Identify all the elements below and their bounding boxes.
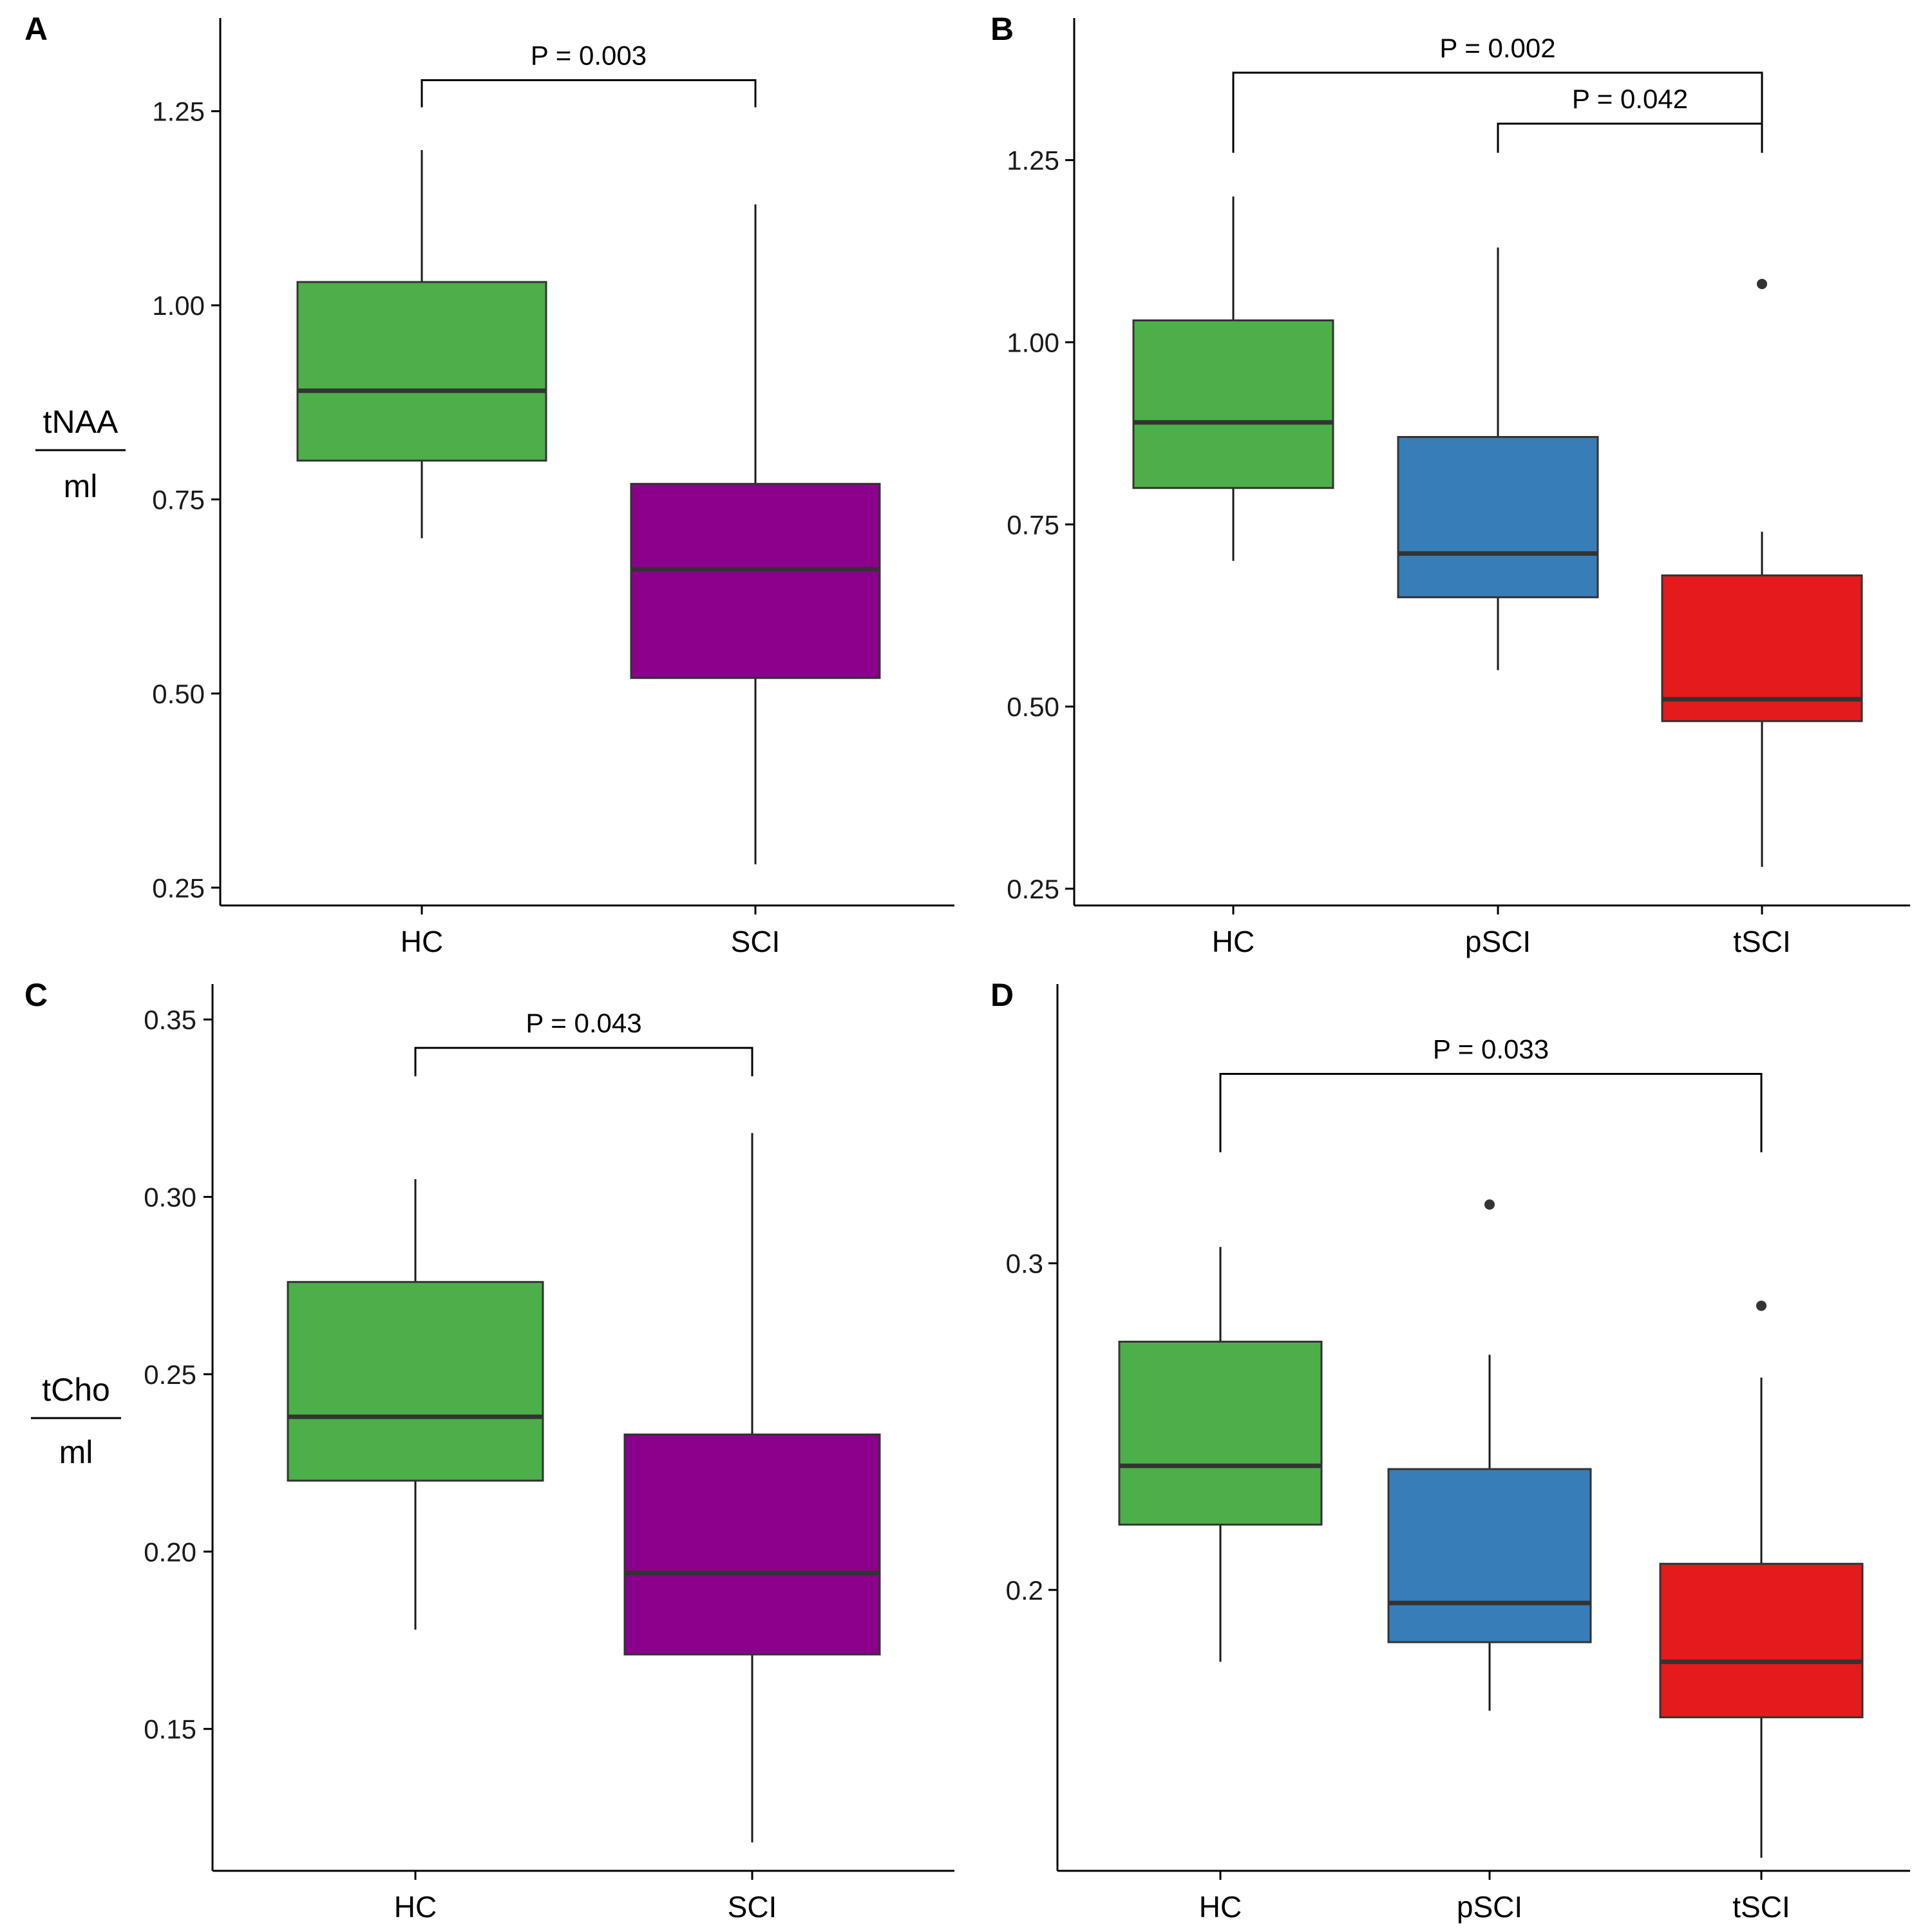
box-hc	[1132, 196, 1334, 561]
y-tick-label: 0.2	[1006, 1575, 1043, 1605]
box-hc	[1118, 1247, 1323, 1662]
p-value-label: P = 0.042	[1572, 84, 1688, 114]
y-tick-label: 0.3	[1006, 1249, 1043, 1279]
p-value-label: P = 0.002	[1439, 33, 1555, 63]
box-sci	[630, 204, 881, 865]
box-hc	[296, 149, 547, 538]
significance-bracket	[414, 1046, 753, 1077]
p-value-label: P = 0.043	[526, 1008, 641, 1038]
panel-label: A	[24, 11, 48, 47]
x-tick-label-psci: pSCI	[1465, 925, 1531, 958]
y-tick-label: 0.25	[144, 1359, 196, 1390]
iqr-box	[1387, 1468, 1592, 1643]
iqr-box	[287, 1281, 544, 1482]
y-tick-label: 0.30	[144, 1182, 196, 1212]
x-tick-label-sci: SCI	[731, 925, 781, 958]
iqr-box	[296, 281, 547, 462]
p-value-label: P = 0.003	[531, 40, 647, 70]
y-axis-label-numerator: tNAA	[43, 404, 118, 440]
x-tick-label-hc: HC	[401, 925, 443, 958]
y-tick-label: 0.75	[152, 484, 205, 515]
significance-bracket	[1232, 71, 1763, 153]
y-tick-label: 0.20	[144, 1537, 196, 1567]
outlier-point	[1757, 278, 1767, 289]
y-tick-label: 1.00	[152, 290, 205, 321]
panel-d: D 0.2 0.3 HC pSCI tSCI P = 0.033	[990, 977, 1910, 1924]
significance-bracket	[1219, 1072, 1763, 1153]
y-tick-label: 0.25	[152, 873, 205, 903]
x-tick-label-hc: HC	[1199, 1890, 1242, 1924]
box-tsci	[1661, 278, 1863, 867]
box-sci	[623, 1133, 881, 1842]
box-psci	[1397, 247, 1599, 670]
x-tick-label-tsci: tSCI	[1733, 925, 1790, 958]
significance-bracket	[421, 79, 757, 108]
iqr-box	[623, 1434, 881, 1656]
x-tick-label-hc: HC	[1212, 925, 1255, 958]
y-tick-label: 0.25	[1007, 874, 1059, 904]
y-axis-label-denominator: ml	[64, 468, 98, 504]
x-tick-label-psci: pSCI	[1457, 1890, 1522, 1924]
y-axis-label-numerator: tCho	[42, 1372, 110, 1408]
outlier-point	[1756, 1300, 1766, 1311]
box-tsci	[1659, 1300, 1864, 1858]
iqr-box	[630, 482, 881, 679]
y-axis-label-denominator: ml	[59, 1434, 93, 1470]
x-tick-label-tsci: tSCI	[1732, 1890, 1790, 1924]
panel-label: C	[24, 977, 48, 1013]
panel-b: B 0.25 0.50 0.75 1.00 1.25 HC pSCI tSCI P = 0.002…	[990, 11, 1910, 958]
y-tick-label: 0.35	[144, 1005, 196, 1035]
x-tick-label-hc: HC	[394, 1890, 437, 1924]
p-value-label: P = 0.033	[1433, 1034, 1549, 1064]
y-tick-label: 0.50	[152, 679, 205, 709]
y-tick-label: 1.00	[1007, 327, 1059, 357]
iqr-box	[1659, 1562, 1864, 1719]
box-psci	[1387, 1199, 1592, 1711]
y-tick-label: 1.25	[152, 97, 205, 127]
iqr-box	[1118, 1340, 1323, 1526]
y-tick-label: 0.15	[144, 1714, 196, 1745]
panel-label: D	[990, 977, 1014, 1013]
y-tick-label: 1.25	[1007, 146, 1059, 176]
outlier-point	[1484, 1199, 1495, 1210]
iqr-box	[1132, 319, 1334, 489]
x-tick-label-sci: SCI	[728, 1890, 777, 1924]
y-tick-label: 0.50	[1007, 692, 1059, 722]
y-tick-label: 0.75	[1007, 509, 1059, 540]
box-hc	[287, 1179, 544, 1630]
iqr-box	[1397, 436, 1599, 598]
significance-bracket	[1497, 122, 1763, 153]
panel-label: B	[990, 11, 1014, 47]
iqr-box	[1661, 574, 1863, 723]
